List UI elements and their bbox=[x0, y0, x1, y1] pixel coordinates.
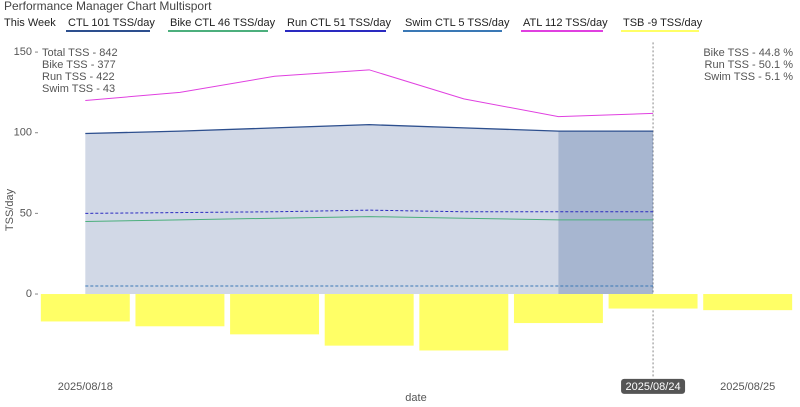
chart-title: Performance Manager Chart Multisport bbox=[4, 0, 212, 13]
legend-label[interactable]: Bike CTL 46 TSS/day bbox=[170, 17, 276, 29]
ctl-area bbox=[85, 124, 654, 295]
annotation: Run TSS - 422 bbox=[42, 71, 115, 83]
tsb-bar bbox=[230, 294, 320, 335]
series-line bbox=[85, 216, 654, 222]
tsb-bar bbox=[324, 294, 414, 346]
y-tick-label: 0 bbox=[26, 288, 32, 300]
legend-label[interactable]: CTL 101 TSS/day bbox=[68, 17, 155, 29]
annotation: Swim TSS - 43 bbox=[42, 83, 115, 95]
current-week-area bbox=[558, 131, 654, 295]
annotation: Run TSS - 50.1 % bbox=[705, 59, 794, 71]
y-tick-label: 100 bbox=[14, 127, 32, 139]
tsb-bar bbox=[419, 294, 509, 351]
y-axis-label: TSS/day bbox=[4, 188, 16, 231]
annotation: Bike TSS - 377 bbox=[42, 59, 116, 71]
y-tick-label: 50 bbox=[20, 207, 32, 219]
legend-title: This Week bbox=[4, 17, 56, 29]
x-tick-label: 2025/08/18 bbox=[58, 381, 113, 393]
y-tick-label: 150 bbox=[14, 46, 32, 58]
x-tick-label: 2025/08/24 bbox=[626, 381, 681, 393]
legend-label[interactable]: Swim CTL 5 TSS/day bbox=[405, 17, 510, 29]
ctl-line bbox=[85, 124, 654, 135]
tsb-bar bbox=[40, 294, 130, 322]
x-axis-label: date bbox=[405, 392, 426, 404]
legend-label[interactable]: Run CTL 51 TSS/day bbox=[287, 17, 391, 29]
tsb-bar bbox=[608, 294, 698, 309]
tsb-bar bbox=[135, 294, 225, 327]
tsb-bar bbox=[703, 294, 793, 311]
legend-label[interactable]: TSB -9 TSS/day bbox=[623, 17, 703, 29]
annotation: Swim TSS - 5.1 % bbox=[704, 71, 793, 83]
tsb-bar bbox=[513, 294, 603, 324]
x-tick-label: 2025/08/25 bbox=[720, 381, 775, 393]
annotation: Bike TSS - 44.8 % bbox=[703, 47, 793, 59]
annotation: Total TSS - 842 bbox=[42, 47, 118, 59]
series-line bbox=[85, 69, 654, 118]
legend-label[interactable]: ATL 112 TSS/day bbox=[523, 17, 608, 29]
x-label-highlight bbox=[621, 378, 686, 394]
